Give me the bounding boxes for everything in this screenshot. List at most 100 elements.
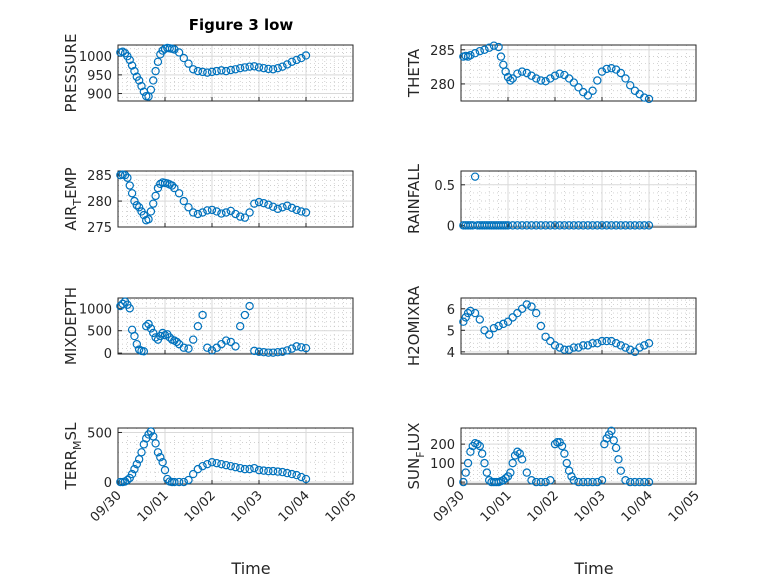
- data-point: [574, 221, 583, 230]
- data-point: [264, 64, 273, 74]
- data-point: [301, 51, 311, 60]
- y-tick-label: 285: [430, 44, 455, 59]
- data-point: [532, 74, 541, 83]
- axes-box-terr-msl: [117, 427, 354, 485]
- data-point: [193, 66, 203, 76]
- data-point: [583, 477, 593, 487]
- data-point: [508, 221, 517, 230]
- data-point: [179, 477, 188, 487]
- y-axis-label-sun-flux: SUNFLUX: [405, 423, 427, 490]
- data-point: [532, 221, 541, 230]
- x-tick-label: 10/05: [323, 488, 360, 525]
- data-point: [555, 221, 564, 230]
- data-point: [250, 463, 259, 473]
- data-point: [616, 221, 626, 230]
- data-point: [630, 477, 640, 487]
- data-point: [132, 339, 141, 349]
- data-point: [130, 464, 139, 474]
- data-point: [466, 51, 475, 60]
- data-point: [588, 477, 597, 487]
- data-point: [593, 221, 602, 230]
- data-point: [508, 313, 517, 322]
- data-point: [501, 67, 510, 76]
- data-point: [630, 347, 640, 357]
- y-tick-label: 100: [430, 457, 455, 472]
- data-point: [536, 221, 546, 230]
- figure-title: Figure 3 low: [189, 16, 294, 34]
- data-point: [602, 64, 611, 74]
- data-point: [494, 42, 503, 52]
- data-point: [146, 85, 156, 95]
- data-point: [626, 221, 635, 230]
- x-tick-label: 10/02: [525, 488, 562, 525]
- data-point: [184, 344, 193, 353]
- data-point: [616, 341, 626, 350]
- data-point: [466, 447, 475, 456]
- data-point: [149, 76, 158, 85]
- data-point: [473, 439, 482, 449]
- data-point: [640, 477, 649, 487]
- data-point: [459, 477, 468, 487]
- data-point: [574, 343, 583, 352]
- data-point: [574, 83, 583, 92]
- data-point: [527, 302, 536, 311]
- data-point: [118, 299, 127, 309]
- data-point: [283, 468, 292, 478]
- data-point: [287, 469, 297, 479]
- data-point: [273, 204, 282, 214]
- data-point: [522, 468, 532, 477]
- data-point: [597, 476, 607, 485]
- data-point: [287, 203, 297, 213]
- data-point: [264, 466, 273, 476]
- x-tick-label: 10/01: [135, 488, 172, 525]
- data-point: [172, 337, 181, 347]
- y-tick-label: 0: [104, 476, 112, 491]
- data-point: [130, 66, 139, 76]
- data-point: [485, 330, 494, 339]
- data-point: [137, 448, 146, 457]
- data-point: [508, 458, 517, 468]
- y-axis-label-air-temp: AIRTEMP: [62, 167, 84, 230]
- data-point: [532, 477, 541, 487]
- data-point: [611, 339, 621, 348]
- data-point: [626, 81, 635, 90]
- data-point: [125, 181, 134, 190]
- data-point: [546, 476, 555, 485]
- y-tick-label: 0: [447, 476, 455, 491]
- data-point: [235, 322, 245, 331]
- data-point: [494, 321, 503, 331]
- data-point: [611, 443, 621, 453]
- data-point: [513, 308, 522, 318]
- data-point: [527, 476, 536, 485]
- y-tick-label: 285: [87, 169, 112, 184]
- data-point: [569, 221, 579, 230]
- data-point: [174, 189, 184, 198]
- data-point: [179, 196, 188, 206]
- data-point: [522, 300, 532, 309]
- data-point: [292, 470, 301, 480]
- data-point: [146, 207, 156, 216]
- x-tick-label: 10/04: [619, 488, 656, 525]
- data-point: [496, 52, 506, 61]
- data-point: [259, 348, 268, 357]
- data-point: [278, 467, 287, 477]
- data-point: [640, 341, 649, 350]
- data-point: [268, 348, 278, 357]
- data-point: [170, 477, 179, 487]
- data-point: [546, 336, 555, 346]
- data-point: [607, 426, 616, 436]
- data-point: [144, 319, 153, 329]
- data-point: [506, 76, 515, 85]
- data-point: [259, 63, 268, 73]
- x-axis-label-right: Time: [573, 559, 613, 578]
- y-tick-label: 6: [447, 303, 455, 318]
- data-point: [611, 221, 621, 230]
- data-point: [522, 221, 532, 230]
- data-point: [120, 170, 130, 180]
- data-point: [245, 464, 254, 474]
- data-point: [517, 455, 527, 464]
- data-point: [268, 202, 278, 211]
- data-point: [292, 342, 301, 351]
- data-point: [602, 221, 611, 230]
